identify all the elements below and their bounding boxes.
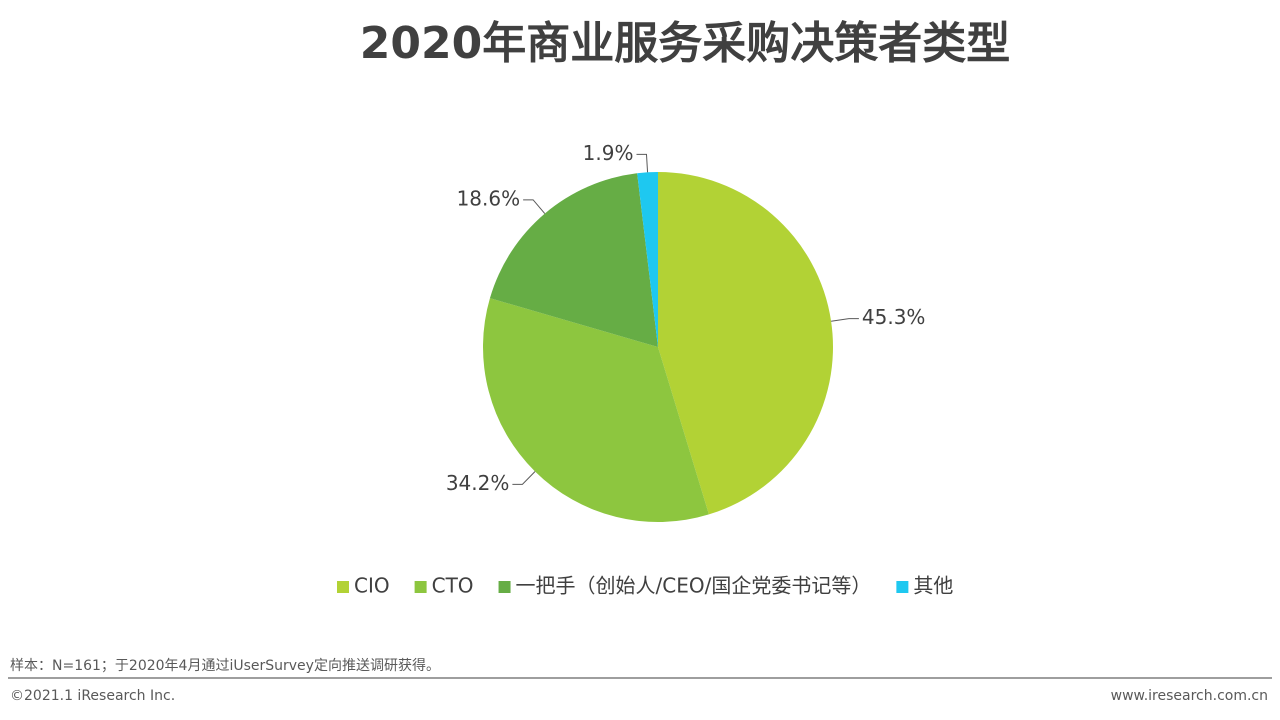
legend-swatch bbox=[414, 581, 427, 593]
leader-line bbox=[512, 471, 536, 485]
data-label: 45.3% bbox=[862, 305, 926, 329]
pie-slice bbox=[489, 173, 658, 347]
leader-line bbox=[831, 318, 859, 322]
leader-line bbox=[523, 199, 546, 214]
website: www.iresearch.com.cn bbox=[1111, 688, 1268, 704]
legend-swatch bbox=[337, 581, 349, 593]
legend-label: 一把手（创始人/CEO/国企党委书记等） bbox=[516, 574, 872, 598]
pie-slice bbox=[637, 172, 658, 347]
legend-swatch bbox=[896, 581, 909, 593]
legend-swatch bbox=[498, 581, 511, 593]
data-label: 18.6% bbox=[457, 186, 521, 210]
data-label: 34.2% bbox=[446, 471, 510, 495]
chart-title: 2020年商业服务采购决策者类型 bbox=[360, 18, 1010, 69]
pie-slice bbox=[658, 172, 833, 515]
copyright: ©2021.1 iResearch Inc. bbox=[10, 688, 175, 704]
footnote: 样本：N=161；于2020年4月通过iUserSurvey定向推送调研获得。 bbox=[10, 657, 440, 674]
legend-label: 其他 bbox=[913, 574, 953, 598]
legend-label: CTO bbox=[432, 574, 474, 598]
pie-slice bbox=[482, 298, 709, 522]
leader-line bbox=[636, 153, 649, 173]
data-label: 1.9% bbox=[583, 141, 634, 165]
legend-label: CIO bbox=[354, 574, 390, 598]
